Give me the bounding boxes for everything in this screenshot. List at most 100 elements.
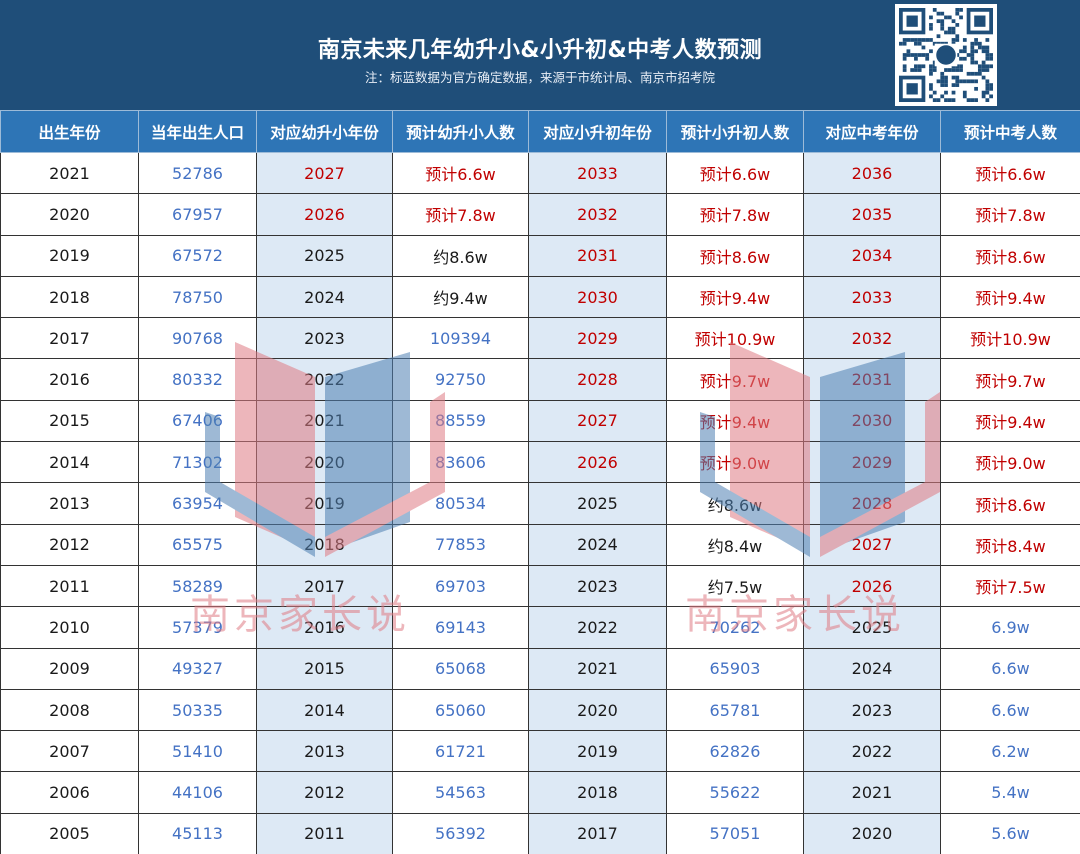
table-cell: 2012: [0, 523, 139, 566]
table-row: 2009 49327 2015 65068 2021 65903 2024 6.6w: [0, 647, 1080, 690]
table-cell: 2030: [528, 275, 667, 319]
table-row: 2017 90768 2023 109394 2029 预计10.9w 2032 预计10.9…: [0, 317, 1080, 360]
table-cell: 预计9.0w: [940, 441, 1080, 484]
table-cell: 80332: [138, 358, 257, 401]
table-cell: 预计9.0w: [666, 441, 804, 484]
table-cell: 92750: [392, 358, 529, 401]
table-cell: 50335: [138, 688, 257, 732]
table-cell: 57051: [666, 812, 804, 854]
table-cell: 2027: [528, 399, 667, 443]
table-row: 2005 45113 2011 56392 2017 57051 2020 5.6w: [0, 812, 1080, 854]
table-cell: 2016: [0, 358, 139, 401]
table-cell: 2024: [256, 275, 393, 319]
table-cell: 2015: [0, 399, 139, 443]
qr-code-graphic: [899, 8, 993, 102]
table-cell: 2036: [803, 151, 941, 195]
prediction-table: 出生年份 当年出生人口 对应幼升小年份 预计幼升小人数 对应小升初年份 预计小升初人数 对应…: [0, 110, 1080, 854]
table-cell: 77853: [392, 523, 529, 566]
table-cell: 2024: [528, 523, 667, 566]
table-cell: 44106: [138, 771, 257, 814]
wechat-icon: [936, 45, 956, 65]
table-cell: 83606: [392, 441, 529, 484]
table-cell: 67572: [138, 234, 257, 277]
table-cell: 70262: [666, 606, 804, 649]
table-cell: 2016: [256, 606, 393, 649]
table-cell: 2009: [0, 647, 139, 690]
table-cell: 2020: [0, 193, 139, 236]
table-cell: 2026: [803, 564, 941, 608]
table-cell: 6.9w: [940, 606, 1080, 649]
table-cell: 2014: [0, 441, 139, 484]
table-cell: 2026: [256, 193, 393, 236]
table-cell: 2018: [0, 275, 139, 319]
table-cell: 2017: [256, 564, 393, 608]
table-row: 2014 71302 2020 83606 2026 预计9.0w 2029 预计9.0w: [0, 441, 1080, 484]
table-cell: 80534: [392, 482, 529, 525]
table-cell: 6.2w: [940, 730, 1080, 773]
table-cell: 2013: [256, 730, 393, 773]
table-cell: 5.4w: [940, 771, 1080, 814]
table-cell: 预计9.4w: [666, 399, 804, 443]
table-cell: 54563: [392, 771, 529, 814]
page-subtitle: 注：标蓝数据为官方确定数据，来源于市统计局、南京市招考院: [364, 70, 715, 85]
table-cell: 61721: [392, 730, 529, 773]
table-cell: 109394: [392, 317, 529, 360]
table-cell: 2022: [528, 606, 667, 649]
table-cell: 2007: [0, 730, 139, 773]
table-cell: 63954: [138, 482, 257, 525]
table-cell: 预计9.7w: [940, 358, 1080, 401]
table-cell: 2012: [256, 771, 393, 814]
table-cell: 2011: [0, 564, 139, 608]
table-cell: 2031: [528, 234, 667, 277]
table-cell: 67406: [138, 399, 257, 443]
table-cell: 预计7.5w: [940, 564, 1080, 608]
table-cell: 2013: [0, 482, 139, 525]
table-header-row: 出生年份 当年出生人口 对应幼升小年份 预计幼升小人数 对应小升初年份 预计小升初人数 对应…: [0, 110, 1080, 153]
table-cell: 65781: [666, 688, 804, 732]
column-header: 对应中考年份: [803, 110, 941, 153]
table-cell: 2017: [528, 812, 667, 854]
table-cell: 78750: [138, 275, 257, 319]
table-cell: 2027: [256, 151, 393, 195]
table-row: 2021 52786 2027 预计6.6w 2033 预计6.6w 2036 预计6.6w: [0, 151, 1080, 195]
table-cell: 预计10.9w: [940, 317, 1080, 360]
table-cell: 2021: [0, 151, 139, 195]
qr-code-icon[interactable]: [895, 4, 997, 106]
table-cell: 预计6.6w: [940, 151, 1080, 195]
table-cell: 2006: [0, 771, 139, 814]
table-cell: 2032: [803, 317, 941, 360]
table-cell: 2033: [528, 151, 667, 195]
table-cell: 71302: [138, 441, 257, 484]
table-cell: 约9.4w: [392, 275, 529, 319]
table-row: 2015 67406 2021 88559 2027 预计9.4w 2030 预计9.4w: [0, 399, 1080, 443]
table-cell: 2011: [256, 812, 393, 854]
table-cell: 2029: [528, 317, 667, 360]
table-cell: 2019: [256, 482, 393, 525]
table-cell: 69703: [392, 564, 529, 608]
table-cell: 约7.5w: [666, 564, 804, 608]
table-cell: 2026: [528, 441, 667, 484]
table-cell: 2022: [803, 730, 941, 773]
table-cell: 预计8.6w: [940, 482, 1080, 525]
table-row: 2019 67572 2025 约8.6w 2031 预计8.6w 2034 预计8.6w: [0, 234, 1080, 277]
table-cell: 2018: [528, 771, 667, 814]
page-header: 南京未来几年幼升小&小升初&中考人数预测 注：标蓝数据为官方确定数据，来源于市统…: [0, 0, 1080, 110]
table-body: 2021 52786 2027 预计6.6w 2033 预计6.6w 2036 预计6.6w 2…: [0, 151, 1080, 854]
table-cell: 45113: [138, 812, 257, 854]
table-cell: 2033: [803, 275, 941, 319]
table-cell: 55622: [666, 771, 804, 814]
table-cell: 2035: [803, 193, 941, 236]
table-cell: 2028: [803, 482, 941, 525]
table-row: 2010 57379 2016 69143 2022 70262 2025 6.9w: [0, 606, 1080, 649]
table-cell: 2020: [803, 812, 941, 854]
column-header: 出生年份: [0, 110, 139, 153]
table-cell: 2025: [256, 234, 393, 277]
table-cell: 约8.6w: [666, 482, 804, 525]
table-row: 2016 80332 2022 92750 2028 预计9.7w 2031 预计9.7w: [0, 358, 1080, 401]
table-cell: 2025: [803, 606, 941, 649]
table-cell: 2019: [0, 234, 139, 277]
table-cell: 预计6.6w: [392, 151, 529, 195]
table-cell: 2021: [256, 399, 393, 443]
table-cell: 2019: [528, 730, 667, 773]
table-cell: 2021: [803, 771, 941, 814]
